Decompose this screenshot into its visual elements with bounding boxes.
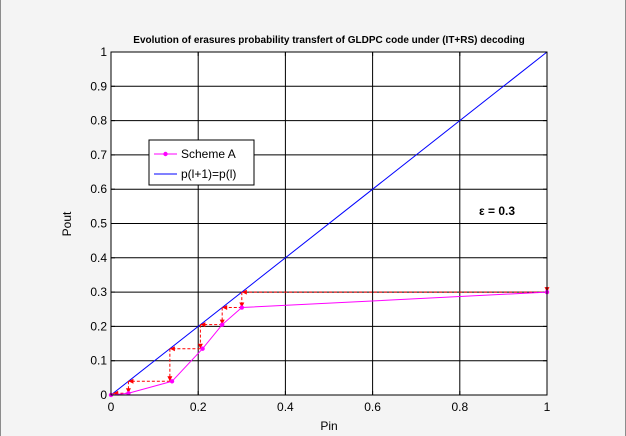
legend-marker-scheme-a <box>163 151 168 157</box>
staircase-arrowhead <box>169 346 175 352</box>
plot-frame <box>110 51 548 396</box>
y-tick-label: 0.8 <box>90 114 107 128</box>
legend-box <box>148 139 255 186</box>
staircase-arrowhead <box>200 322 206 328</box>
epsilon-annotation: ε = 0.3 <box>479 204 515 218</box>
scheme-a-point <box>239 305 244 310</box>
axis-ticks: 0 0.2 0.4 0.6 0.8 1 0 0.1 0.2 0.3 0.4 0.5 0.6 0.7 0.8 0… <box>90 45 550 414</box>
staircase-arrowhead <box>241 289 247 295</box>
staircase-arrowhead <box>239 302 245 308</box>
legend-label-identity: p(l+1)=p(l) <box>181 167 236 181</box>
x-tick-label: 0.2 <box>190 400 207 414</box>
scheme-a-point <box>219 322 225 327</box>
y-axis-label: Pout <box>60 211 74 236</box>
y-tick-label: 0 <box>100 388 107 402</box>
y-tick-label: 0.9 <box>90 79 107 93</box>
y-tick-label: 0.1 <box>90 354 107 368</box>
y-tick-label: 0.7 <box>90 148 107 162</box>
scheme-a-point <box>200 346 205 351</box>
staircase-arrowhead <box>222 305 228 311</box>
y-tick-label: 1 <box>100 45 107 59</box>
legend-label-scheme-a: Scheme A <box>181 147 236 161</box>
x-tick-label: 0.6 <box>364 400 381 414</box>
y-tick-label: 0.3 <box>90 285 107 299</box>
y-tick-label: 0.4 <box>90 251 107 265</box>
staircase-arrowhead <box>125 388 131 394</box>
x-tick-label: 0.8 <box>451 400 468 414</box>
grid-lines <box>111 52 547 395</box>
staircase-arrowhead <box>167 376 173 382</box>
scheme-a-point <box>169 379 175 384</box>
x-tick-label: 0.4 <box>277 400 294 414</box>
series-line-identity <box>110 51 548 396</box>
legend: Scheme A p(l+1)=p(l) <box>148 139 255 186</box>
chart-title: Evolution of erasures probability transf… <box>133 35 524 46</box>
x-tick-label: 0 <box>108 400 115 414</box>
scheme-a-point <box>126 391 131 396</box>
y-tick-label: 0.2 <box>90 319 107 333</box>
staircase-arrowhead <box>197 343 203 349</box>
x-axis-label: Pin <box>320 419 337 433</box>
y-tick-label: 0.5 <box>90 217 107 231</box>
staircase-arrowhead <box>128 378 134 384</box>
staircase-arrowhead <box>219 319 225 325</box>
y-tick-label: 0.6 <box>90 182 107 196</box>
x-tick-label: 1 <box>544 400 551 414</box>
